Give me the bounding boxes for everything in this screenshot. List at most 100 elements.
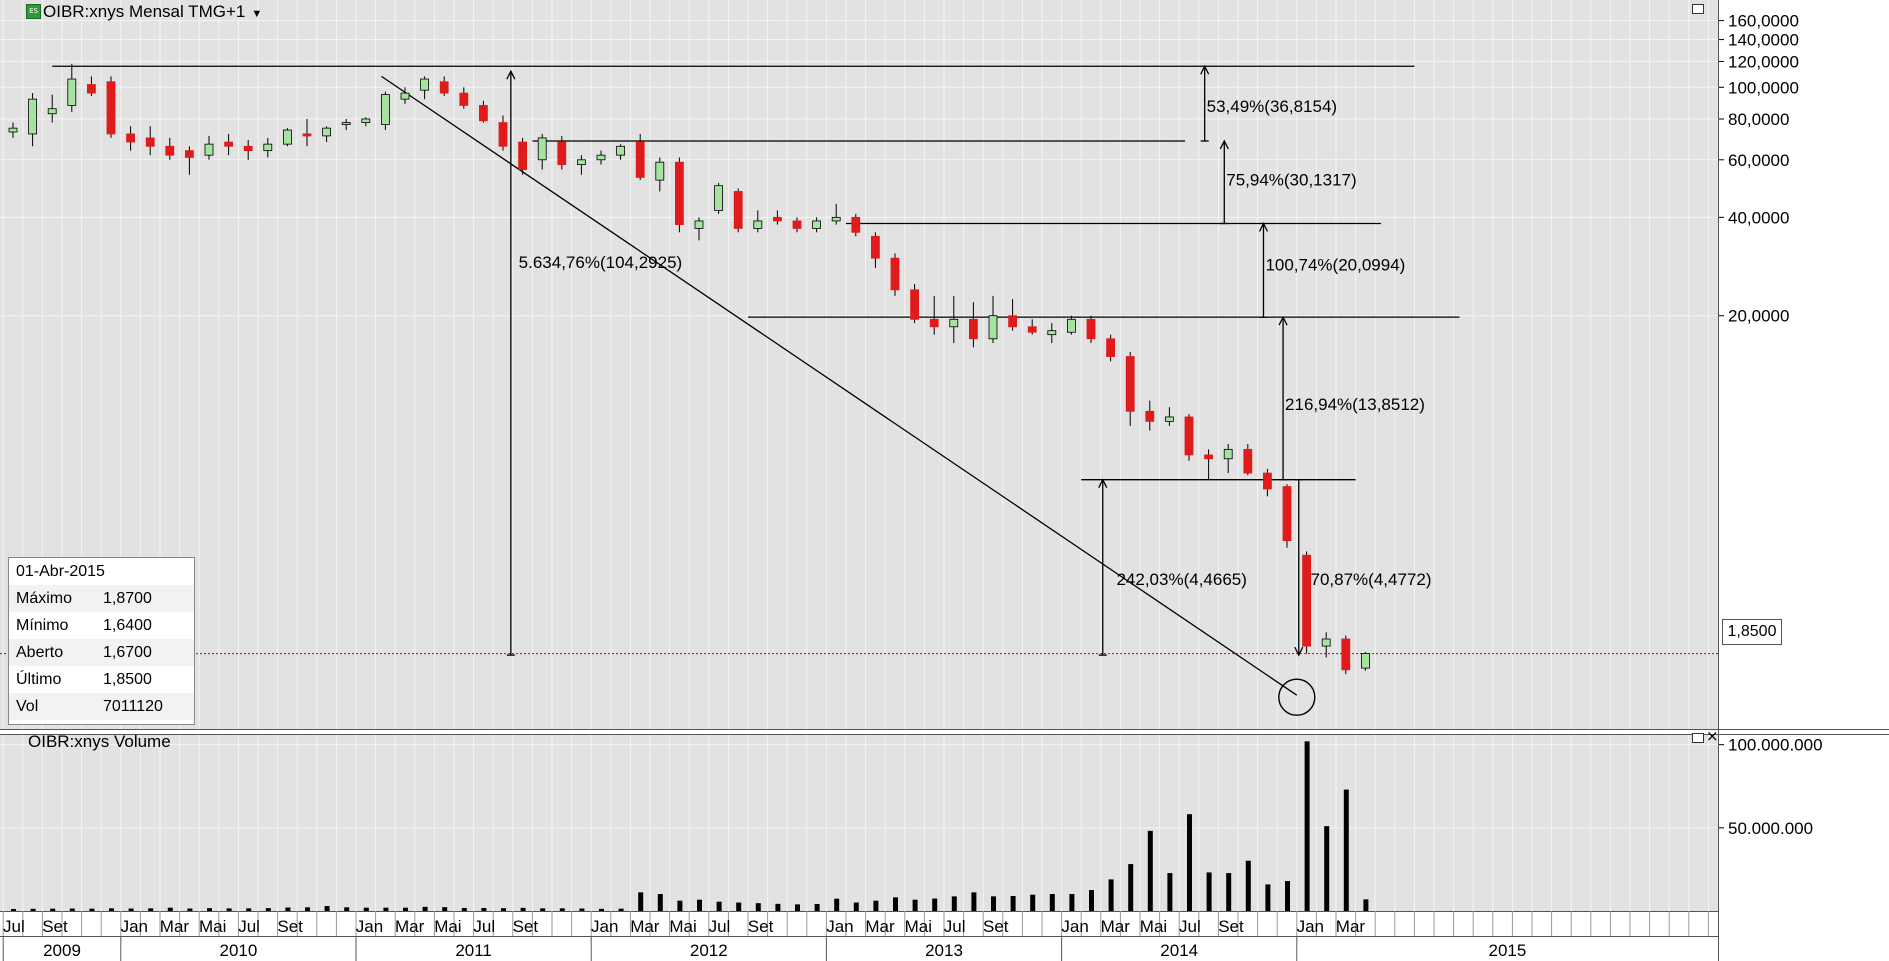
volume-bar: [1030, 894, 1036, 911]
volume-bar: [69, 908, 75, 911]
x-month-label: Set: [42, 917, 68, 936]
candle-body: [439, 81, 449, 94]
volume-bar: [207, 908, 212, 911]
x-month-label: Set: [983, 917, 1009, 936]
maximize-volume-icon[interactable]: [1692, 733, 1704, 743]
volume-bar: [167, 907, 173, 911]
volume-bar: [481, 908, 487, 911]
measure-label: 53,49%(36,8154): [1207, 97, 1337, 116]
candle-body: [1204, 454, 1213, 460]
info-row: Vol 7011120: [9, 693, 194, 720]
volume-bar: [1265, 884, 1271, 911]
x-month-label: Mar: [395, 917, 425, 936]
x-month-label: Mai: [905, 917, 932, 936]
volume-bar: [363, 907, 369, 911]
chart-title[interactable]: OIBR:xnys Mensal TMG+1: [43, 2, 246, 21]
volume-bar: [246, 908, 252, 911]
x-month-label: Set: [277, 917, 303, 936]
x-year-label: 2011: [455, 941, 492, 960]
candle-body: [596, 154, 606, 161]
candle-body: [322, 127, 332, 137]
candle-body: [773, 216, 782, 222]
measure-label: 100,74%(20,0994): [1265, 256, 1405, 275]
candle-body: [910, 289, 919, 320]
volume-bar: [716, 901, 722, 911]
x-year-label: 2010: [219, 941, 257, 960]
volume-bar: [1363, 899, 1369, 911]
candle-body: [1302, 554, 1311, 647]
volume-bar: [520, 907, 526, 911]
x-month-label: Jul: [709, 917, 731, 936]
volume-bar: [1206, 872, 1212, 911]
candle-body: [459, 92, 469, 106]
candle-body: [831, 216, 841, 222]
volume-bar: [265, 908, 271, 911]
volume-bar: [677, 900, 683, 911]
measure-label: 216,94%(13,8512): [1285, 395, 1425, 414]
volume-bar: [1324, 826, 1330, 911]
candle-body: [478, 105, 488, 122]
x-month-label: Jul: [238, 917, 260, 936]
candle-body: [282, 129, 292, 145]
candle-body: [1125, 356, 1135, 412]
volume-bar: [755, 903, 761, 911]
y-tick-label: 120,0000: [1728, 52, 1799, 71]
candle-body: [694, 220, 704, 229]
candle-body: [1145, 410, 1155, 422]
x-year-label: 2012: [690, 941, 728, 960]
info-value: 1,6400: [103, 617, 152, 634]
x-month-label: Mai: [199, 917, 226, 936]
info-label: Aberto: [16, 644, 64, 661]
volume-bar: [1010, 896, 1016, 911]
volume-bar: [324, 906, 330, 911]
candle-body: [1106, 338, 1115, 357]
candle-body: [871, 235, 880, 259]
candle-body: [753, 220, 763, 229]
candle-body: [302, 133, 312, 137]
volume-tick-label: 50.000.000: [1728, 819, 1813, 838]
candle-body: [1361, 653, 1370, 669]
candle-body: [655, 161, 665, 181]
candle-body: [47, 108, 57, 115]
maximize-icon[interactable]: [1692, 4, 1704, 14]
measure-arrow-head: [1200, 64, 1210, 75]
highlight-circle: [1278, 678, 1316, 716]
candle-body: [1243, 448, 1253, 474]
volume-title: OIBR:xnys Volume: [28, 732, 171, 751]
trend-line: [381, 75, 1298, 696]
volume-bar: [834, 898, 840, 911]
info-date-row: 01-Abr-2015: [9, 558, 194, 585]
x-month-label: Mai: [1140, 917, 1167, 936]
candle-body: [1086, 318, 1096, 340]
volume-bar: [1187, 814, 1192, 911]
measure-arrow-head: [1258, 222, 1269, 232]
volume-bar: [109, 908, 114, 911]
x-month-label: Mar: [865, 917, 895, 936]
volume-bar: [814, 904, 820, 911]
candle-body: [1008, 315, 1017, 328]
measure-arrow-head: [1294, 646, 1304, 657]
close-icon[interactable]: ×: [1706, 727, 1719, 745]
volume-bar: [893, 897, 898, 911]
volume-bar: [775, 903, 781, 911]
price-pane-background: [0, 0, 1718, 729]
candle-body: [1341, 638, 1351, 671]
info-value: 7011120: [103, 698, 163, 715]
candle-body: [969, 318, 978, 340]
chevron-down-icon[interactable]: ▼: [251, 8, 263, 20]
candle-body: [67, 78, 77, 106]
candle-body: [949, 318, 959, 328]
candle-body: [577, 159, 586, 166]
volume-bar: [344, 907, 350, 911]
info-row: Último 1,8500: [9, 666, 194, 693]
volume-bar: [442, 907, 448, 911]
volume-bar: [1226, 873, 1232, 911]
candle-body: [380, 94, 390, 125]
candle-body: [498, 122, 508, 147]
candle-body: [224, 141, 234, 147]
candle-body: [1321, 638, 1331, 647]
candle-body: [616, 145, 625, 156]
chart-title-area[interactable]: OIBR:xnys Mensal TMG+1 ▼: [43, 2, 262, 22]
volume-bar: [128, 908, 134, 911]
